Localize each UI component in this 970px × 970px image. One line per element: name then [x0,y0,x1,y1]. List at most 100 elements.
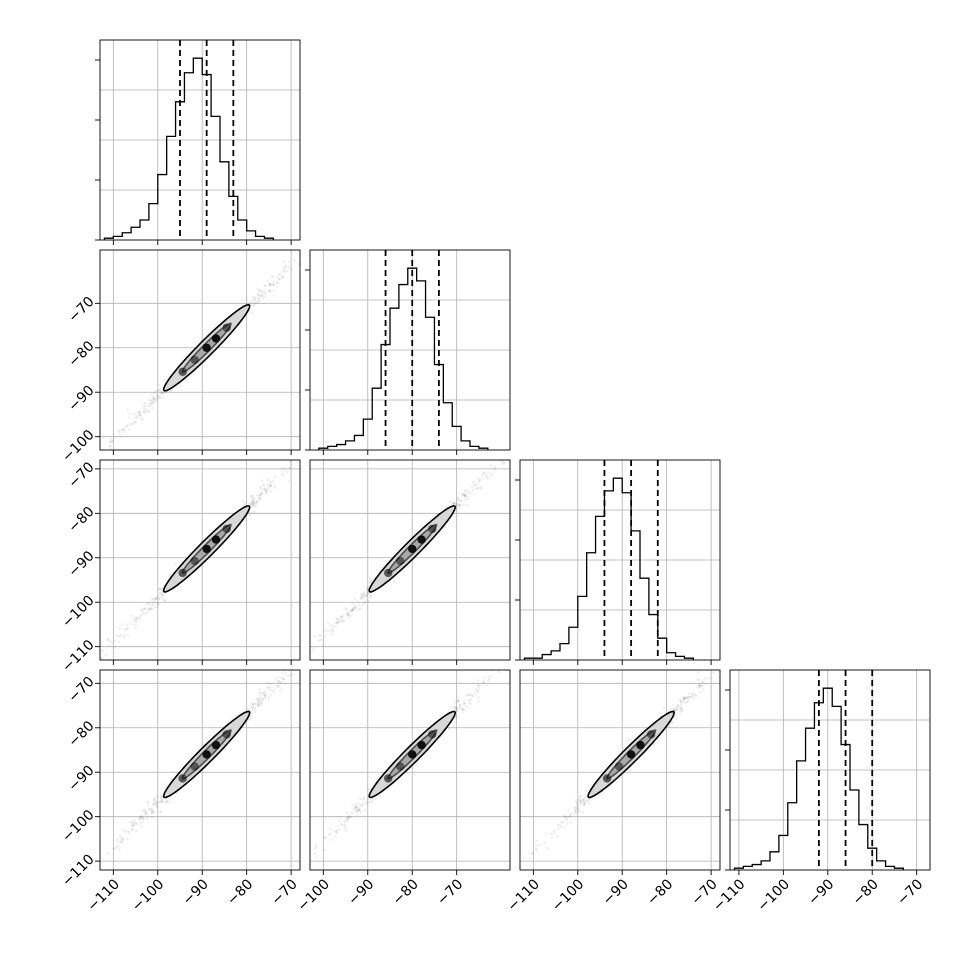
sample-point [117,428,121,432]
sample-point [122,430,126,434]
sample-point [563,816,567,819]
sample-point [145,816,149,819]
sample-point [160,794,164,797]
sample-point [345,829,348,832]
sample-point [351,803,355,807]
sample-point [461,707,465,711]
sample-point [291,673,294,676]
sample-point [256,292,260,296]
sample-point [115,634,118,637]
sample-point [271,274,275,278]
sample-point [129,412,133,416]
sample-point [538,629,541,632]
sample-point [701,684,704,688]
sample-point [155,397,158,401]
sample-point [140,824,143,828]
sample-point [587,784,590,788]
sample-point [249,503,252,507]
sample-point [289,466,292,470]
sample-point [530,852,534,855]
sample-point [475,482,479,486]
sample-point [258,688,262,692]
sample-point [252,503,255,507]
sample-point [335,617,338,620]
sample-point [699,684,703,688]
sample-point [583,801,586,804]
sample-point [149,402,152,406]
panel-frame [99,669,301,871]
sample-point [159,801,163,804]
sample-point [471,694,475,698]
sample-point [253,504,256,508]
sample-point [576,802,580,805]
sample-point [98,451,101,454]
sample-point [251,499,254,503]
x-tick-label: −80 [390,876,422,908]
sample-point [682,696,686,700]
sample-point [257,692,261,695]
sample-point [125,424,129,428]
panel-frame [99,39,301,241]
sample-point [355,802,358,806]
sample-point [106,851,110,855]
sample-point [266,478,270,482]
sample-point [261,697,265,700]
sample-point [133,818,137,822]
sample-point [120,428,124,432]
panel-frame [309,669,511,871]
sample-point [351,608,355,612]
sample-point [360,595,363,599]
sample-point [277,680,280,683]
sample-point [261,297,265,301]
sample-point [259,697,263,700]
sample-point [368,592,372,596]
sample-point [350,609,354,613]
sample-point [680,709,684,713]
sample-point [679,698,682,702]
sample-point [330,217,333,220]
sample-point [130,827,134,830]
sample-point [276,684,279,688]
sample-point [276,285,279,288]
sample-point [698,683,702,687]
sample-point [279,686,283,690]
sample-point [253,298,257,302]
sample-point [280,467,283,471]
sample-point [349,815,353,819]
sample-point [476,684,480,688]
sample-point [260,479,264,483]
sample-point [366,587,369,591]
sample-point [129,614,132,617]
sample-point [355,805,359,809]
sample-point [160,597,164,600]
sample-point [673,716,676,719]
sample-point [460,499,463,503]
contour-outer [162,505,251,593]
sample-point [160,797,164,800]
density-peak [646,730,656,739]
sample-point [559,825,563,828]
sample-point [364,802,368,806]
sample-point [698,678,701,681]
sample-point [157,597,161,600]
sample-point [134,821,138,825]
sample-point [327,833,331,837]
sample-point [463,494,467,497]
sample-point [346,613,350,617]
sample-point [458,504,461,507]
sample-point [462,702,465,706]
sample-point [152,811,156,815]
contour-outer [368,710,457,799]
sample-point [337,828,341,831]
sample-point [707,676,710,680]
sample-point [513,446,516,449]
sample-point [306,444,309,447]
sample-point [527,851,531,855]
sample-point [127,831,131,835]
sample-point [519,647,522,650]
sample-point [317,436,320,439]
panel-3-3: −110 −100 −90 −80 −70 [710,669,931,915]
y-tick-label: −110 [59,637,98,676]
sample-point [487,675,490,679]
sample-point [116,837,119,841]
